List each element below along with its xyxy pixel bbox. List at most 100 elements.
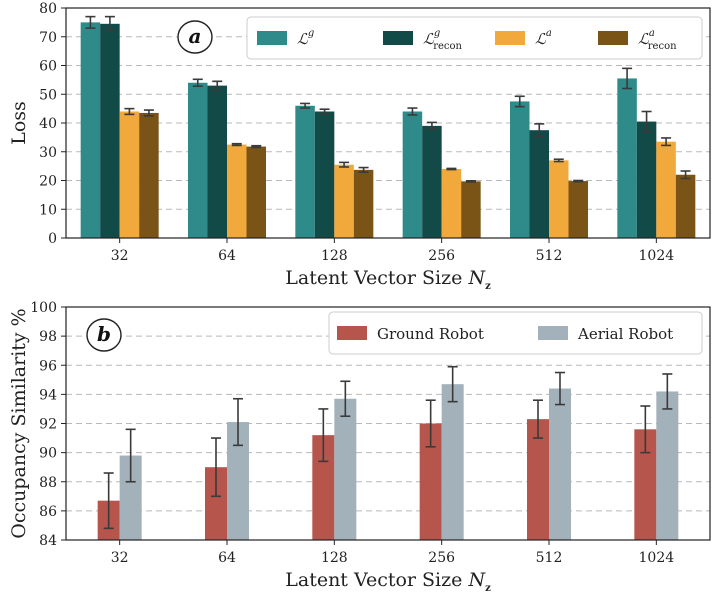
x-axis-label: Latent Vector Size Nz — [285, 267, 491, 292]
bar — [422, 125, 442, 238]
y-tick-label: 84 — [39, 533, 57, 549]
x-axis-label-subscript: z — [485, 583, 491, 594]
bar — [119, 455, 142, 540]
legend-label: ℒa — [535, 28, 552, 48]
y-tick-label: 100 — [30, 300, 57, 316]
bar — [656, 391, 679, 540]
error-bar — [447, 365, 458, 403]
y-tick-label: 92 — [39, 417, 57, 433]
legend: Ground Robot Aerial Robot — [328, 311, 703, 355]
error-bar — [407, 107, 418, 116]
error-bar — [553, 158, 564, 163]
bar — [334, 164, 354, 238]
legend-label-main: ℒ — [535, 30, 547, 48]
error-bar — [300, 102, 311, 109]
y-axis-label: Loss — [8, 101, 30, 145]
x-tick-label: 128 — [321, 550, 348, 566]
legend-label-subscript: recon — [433, 41, 462, 52]
bar — [636, 121, 657, 238]
error-bar — [661, 137, 672, 147]
bar — [205, 467, 227, 540]
bar — [510, 101, 530, 238]
error-bar — [143, 109, 154, 117]
error-bar — [514, 95, 525, 108]
x-tick-label: 32 — [111, 248, 129, 264]
legend-swatch — [383, 31, 413, 45]
error-bar — [555, 371, 565, 406]
bar — [441, 169, 462, 238]
error-bar — [425, 399, 436, 448]
error-bar — [640, 405, 651, 454]
x-tick-label: 512 — [536, 550, 563, 566]
y-tick-label: 88 — [39, 475, 57, 491]
error-bar — [103, 472, 114, 530]
x-tick-label: 256 — [428, 550, 455, 566]
y-tick-label: 50 — [39, 87, 57, 103]
y-tick-label: 40 — [39, 116, 57, 132]
y-tick-label: 86 — [39, 504, 57, 520]
bar — [353, 169, 374, 238]
legend-label-superscript: g — [434, 28, 440, 39]
legend-label-main: ℒ — [297, 30, 309, 48]
bar — [312, 435, 335, 540]
x-axis-label-text: Latent Vector Size — [285, 569, 468, 591]
x-axis-label-subscript: z — [485, 281, 491, 292]
legend-swatch — [257, 31, 287, 45]
x-tick-label: 1024 — [639, 248, 675, 264]
error-bar — [104, 15, 115, 32]
error-bar — [192, 78, 203, 87]
bar — [207, 85, 227, 238]
bar — [461, 181, 481, 238]
error-bar — [340, 380, 351, 418]
x-axis-label-text: Latent Vector Size — [285, 267, 468, 289]
x-axis-label: Latent Vector Size Nz — [285, 569, 491, 594]
error-bar — [534, 123, 545, 138]
legend-label: ℒa recon — [638, 28, 677, 52]
error-bar — [124, 107, 135, 116]
x-tick-label: 128 — [321, 248, 348, 264]
legend-label: Ground Robot — [377, 325, 484, 343]
bar — [246, 146, 266, 238]
y-tick-label: 0 — [48, 231, 57, 247]
bar — [119, 111, 140, 238]
legend-box — [328, 311, 703, 355]
panel-tag: a — [177, 20, 213, 54]
x-tick-label: 64 — [218, 550, 236, 566]
bar — [314, 111, 335, 238]
error-bar — [465, 179, 476, 183]
x-tick-label: 256 — [428, 248, 455, 264]
y-tick-label: 80 — [39, 1, 57, 17]
bar — [568, 181, 588, 238]
bar — [549, 160, 569, 238]
bar — [295, 105, 315, 238]
error-bar — [533, 399, 543, 439]
bar — [80, 22, 101, 238]
y-tick-label: 20 — [39, 174, 57, 190]
error-bar — [641, 110, 652, 133]
bar — [227, 144, 247, 238]
panel-tag: b — [86, 318, 122, 352]
error-bar — [233, 397, 243, 447]
bar — [100, 23, 120, 238]
y-tick-label: 10 — [39, 202, 57, 218]
y-tick-label: 90 — [39, 446, 57, 462]
legend-label-superscript: a — [546, 28, 552, 39]
x-axis-label-symbol: N — [467, 267, 486, 289]
panel-tag-circle — [86, 318, 122, 352]
y-tick-label: 96 — [39, 358, 57, 374]
y-tick-label: 98 — [39, 329, 57, 345]
bar — [441, 384, 464, 540]
error-bar — [211, 437, 221, 498]
y-tick-label: 94 — [39, 387, 57, 403]
bar — [139, 112, 159, 238]
error-bar — [573, 179, 584, 183]
bar — [334, 398, 357, 540]
x-tick-label: 64 — [218, 248, 236, 264]
legend-label-subscript: recon — [648, 41, 677, 52]
x-tick-label: 1024 — [639, 550, 675, 566]
error-bar — [339, 161, 350, 168]
error-bar — [622, 67, 633, 90]
bar — [227, 422, 249, 540]
legend-swatch — [495, 31, 525, 45]
